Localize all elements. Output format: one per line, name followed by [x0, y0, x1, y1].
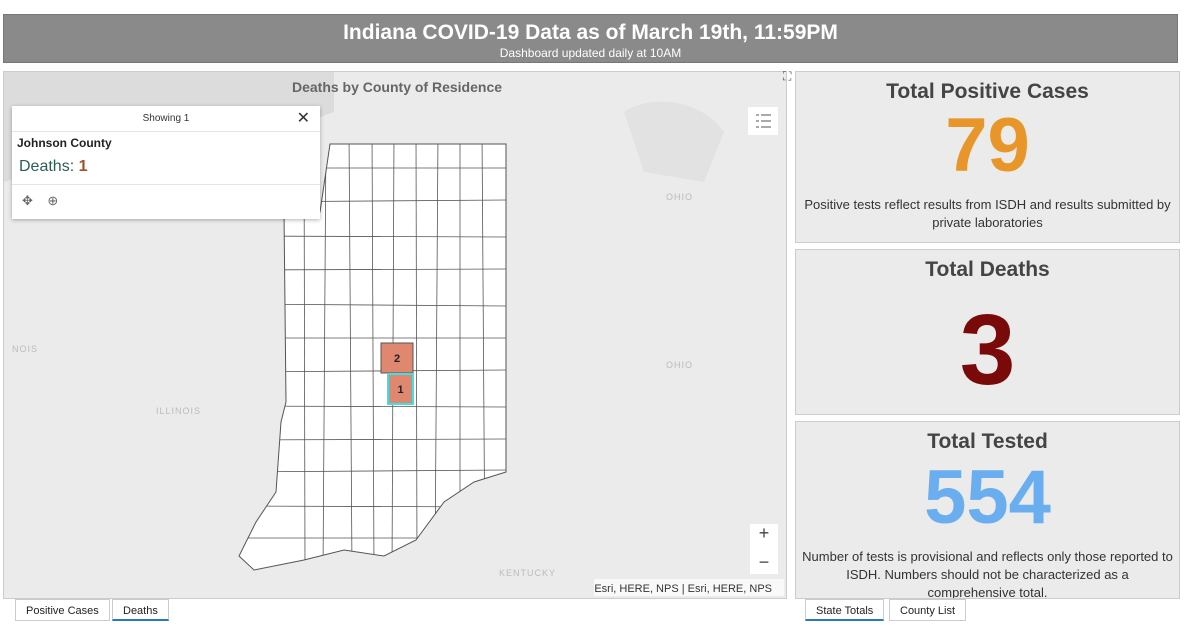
- panel-title: Total Positive Cases: [886, 80, 1089, 103]
- popup-close[interactable]: ✕: [296, 110, 310, 127]
- zoom-in[interactable]: +: [759, 523, 770, 543]
- header-title: Indiana COVID-19 Data as of March 19th, …: [343, 21, 838, 44]
- tab[interactable]: County List: [889, 599, 967, 621]
- county-border: [239, 438, 506, 441]
- panel-note: Positive tests reflect results from ISDH…: [804, 197, 1171, 230]
- popup: Showing 1 ✕ Johnson County Deaths: 1 ✥ ⊕: [12, 106, 320, 219]
- place-label: OHIO: [666, 192, 693, 202]
- panel-value: 554: [924, 455, 1051, 540]
- terrain: [624, 101, 724, 182]
- indiana-outline: [238, 143, 507, 571]
- expand-button[interactable]: ⛶: [783, 69, 792, 83]
- county-border: [348, 144, 353, 570]
- panel-note: Number of tests is provisional and refle…: [802, 549, 1173, 599]
- county-highlight: [387, 373, 414, 405]
- zoom-to-button[interactable]: ⊕: [47, 193, 59, 208]
- legend-icon: [756, 114, 771, 128]
- county-highlight: [380, 342, 414, 374]
- popup-value: 1: [78, 158, 88, 175]
- place-label: ILLINOIS: [156, 406, 201, 416]
- place-label: KENTUCKY: [499, 568, 556, 578]
- popup-field: Deaths:: [19, 158, 75, 175]
- county-border: [415, 144, 418, 570]
- header: Indiana COVID-19 Data as of March 19th, …: [3, 14, 1178, 63]
- panel-value: 79: [945, 103, 1030, 188]
- attribution: Esri, HERE, NPS | Esri, HERE, NPS: [594, 583, 772, 595]
- deaths-panel: Total Deaths 3: [795, 249, 1180, 415]
- popup-showing: Showing 1: [142, 113, 190, 124]
- place-label: NOIS: [12, 344, 38, 354]
- panel-value: 3: [959, 294, 1016, 406]
- county-border: [434, 144, 439, 570]
- popup-county: Johnson County: [17, 136, 112, 150]
- place-label: OHIO: [666, 360, 693, 370]
- tab[interactable]: State Totals: [805, 599, 885, 621]
- county-border: [371, 144, 375, 570]
- tab[interactable]: Positive Cases: [15, 599, 110, 621]
- popup-header: Showing 1 ✕: [12, 106, 320, 132]
- map-panel[interactable]: Deaths by County of Residence OHIO OHIO IL…: [3, 71, 787, 599]
- header-subtitle: Dashboard updated daily at 10AM: [499, 46, 682, 60]
- county-border: [239, 469, 506, 473]
- county-label: 1: [397, 384, 403, 396]
- panel-title: Total Tested: [927, 430, 1048, 453]
- popup-row: Deaths: 1: [19, 158, 313, 176]
- county-border: [322, 144, 327, 570]
- zoom-control: [750, 524, 778, 574]
- panel-title: Total Deaths: [925, 258, 1050, 281]
- positive-panel: Total Positive Cases 79 Positive tests r…: [795, 71, 1180, 243]
- pan-button[interactable]: ✥: [22, 193, 33, 208]
- popup-tools: ✥ ⊕: [12, 184, 320, 217]
- tab[interactable]: Deaths: [112, 599, 169, 621]
- tested-panel: Total Tested 554 Number of tests is prov…: [795, 421, 1180, 599]
- attribution-bg: [594, 579, 784, 596]
- county-label: 2: [394, 353, 400, 365]
- map-title: Deaths by County of Residence: [292, 79, 502, 95]
- zoom-out[interactable]: −: [759, 552, 770, 572]
